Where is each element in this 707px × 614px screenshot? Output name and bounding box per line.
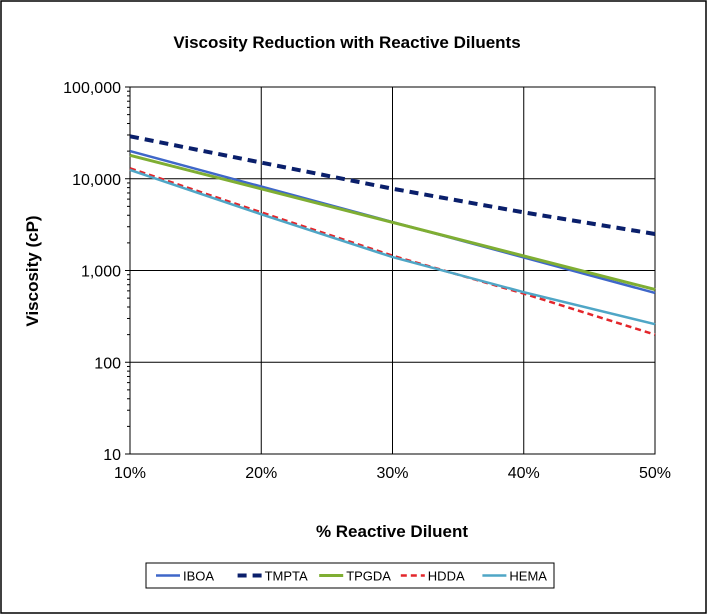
legend-label-tpgda: TPGDA bbox=[346, 569, 391, 584]
series-line-hdda bbox=[129, 167, 656, 336]
x-axis-label: % Reactive Diluent bbox=[316, 522, 468, 541]
y-tick-label: 1,000 bbox=[81, 264, 121, 281]
y-tick-label: 100,000 bbox=[63, 80, 121, 97]
x-tick-label: 20% bbox=[245, 465, 277, 482]
y-axis-label: Viscosity (cP) bbox=[23, 215, 42, 326]
x-tick-label: 50% bbox=[639, 465, 671, 482]
series-line-tpgda bbox=[129, 153, 656, 291]
series-layer bbox=[129, 134, 656, 336]
legend-label-hdda: HDDA bbox=[428, 569, 465, 584]
chart-title: Viscosity Reduction with Reactive Diluen… bbox=[173, 33, 520, 52]
plot-border bbox=[129, 86, 656, 455]
legend-label-iboa: IBOA bbox=[183, 569, 214, 584]
plot-area: 10% 20% 30% 40% 50% 10 100 1,000 10,000 100,000 bbox=[63, 80, 671, 482]
x-tick-label: 30% bbox=[376, 465, 408, 482]
y-tick-label: 10,000 bbox=[72, 172, 121, 189]
x-tick-label: 40% bbox=[508, 465, 540, 482]
legend-label-tmpta: TMPTA bbox=[265, 569, 308, 584]
series-line-hema bbox=[129, 168, 656, 326]
y-tick-label: 10 bbox=[103, 447, 121, 464]
x-tick-label: 10% bbox=[114, 465, 146, 482]
legend-label-hema: HEMA bbox=[509, 569, 547, 584]
y-tick-label: 100 bbox=[94, 355, 121, 372]
legend: IBOA TMPTA TPGDA HDDA HEMA bbox=[145, 562, 555, 589]
